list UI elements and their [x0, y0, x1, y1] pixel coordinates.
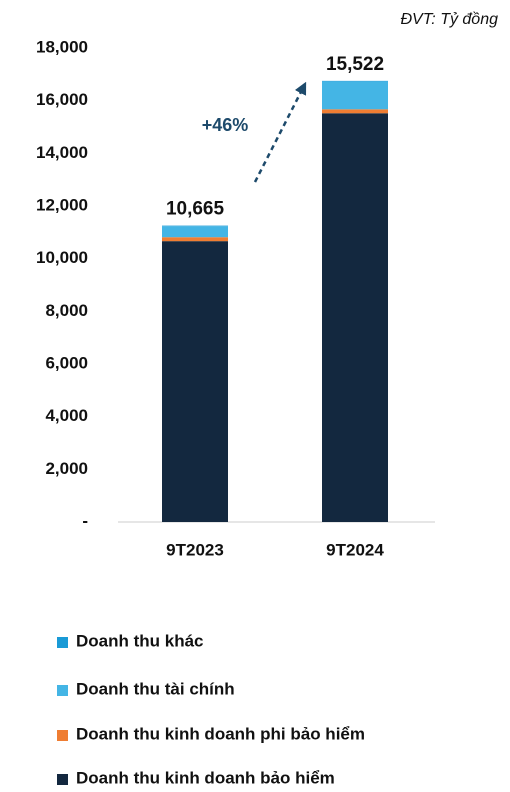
y-tick-label: -: [82, 511, 88, 530]
legend-swatch: [57, 685, 68, 696]
y-tick-label: 8,000: [45, 301, 88, 320]
y-tick-label: 2,000: [45, 459, 88, 478]
growth-label: +46%: [202, 115, 249, 135]
bar-segment: [322, 80, 388, 82]
legend-swatch: [57, 774, 68, 785]
legend-label: Doanh thu khác: [76, 631, 204, 650]
x-tick-label: 9T2023: [166, 540, 224, 559]
legend-label: Doanh thu tài chính: [76, 679, 235, 698]
y-tick-label: 10,000: [36, 248, 88, 267]
legend-swatch: [57, 637, 68, 648]
y-tick-label: 4,000: [45, 406, 88, 425]
y-tick-label: 6,000: [45, 353, 88, 372]
y-tick-label: 18,000: [36, 37, 88, 56]
unit-note: ĐVT: Tỷ đồng: [400, 11, 498, 28]
value-label: 10,665: [166, 199, 225, 220]
legend-label: Doanh thu kinh doanh phi bảo hiểm: [76, 724, 365, 743]
legend-swatch: [57, 730, 68, 741]
y-tick-label: 14,000: [36, 143, 88, 162]
bar-segment: [162, 225, 228, 227]
bar-segment: [322, 113, 388, 522]
x-tick-label: 9T2024: [326, 540, 384, 559]
bar-segment: [162, 241, 228, 522]
bar-segment: [162, 226, 228, 238]
y-tick-label: 12,000: [36, 195, 88, 214]
legend-label: Doanh thu kinh doanh bảo hiểm: [76, 768, 335, 787]
value-label: 15,522: [326, 54, 384, 75]
bar-segment: [322, 81, 388, 110]
bar-segment: [322, 109, 388, 114]
y-tick-label: 16,000: [36, 90, 88, 109]
growth-arrow: [253, 81, 307, 183]
bar-segment: [162, 237, 228, 242]
